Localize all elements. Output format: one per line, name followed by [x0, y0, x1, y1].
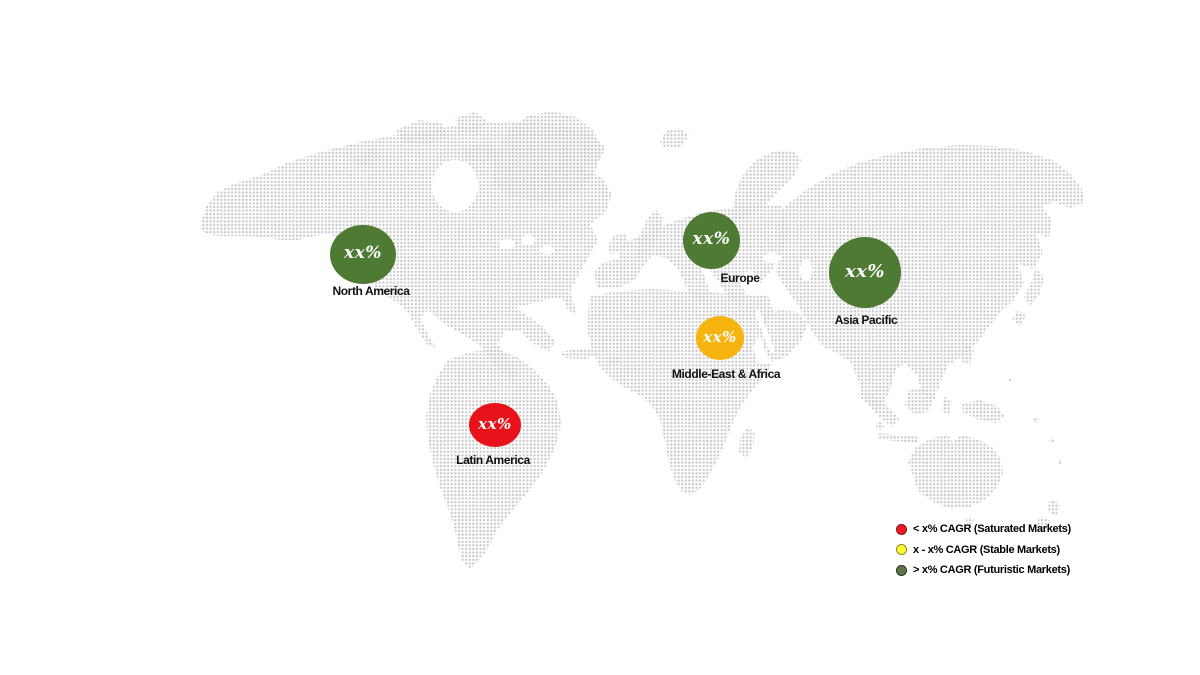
region-label-asia-pacific: Asia Pacific: [834, 313, 898, 327]
bubble-north-america: xx%: [330, 225, 396, 284]
legend-dot-saturated-icon: [896, 523, 907, 535]
landmass-australia: [908, 434, 1003, 509]
region-label-latin-america: Latin America: [456, 453, 530, 467]
legend: < x% CAGR (Saturated Markets) x - x% CAG…: [896, 521, 1071, 583]
landmass-caribbean: [560, 348, 622, 366]
landmass-pacific-island-1: [1033, 417, 1039, 423]
bubble-asia-pacific: xx%: [829, 237, 901, 308]
landmass-africa: [588, 289, 774, 495]
region-label-middle-east-africa: Middle-East & Africa: [671, 367, 781, 381]
landmass-new-zealand: [1035, 498, 1060, 533]
bubble-value-middle-east-africa: xx%: [703, 327, 737, 346]
legend-item-futuristic: > x% CAGR (Futuristic Markets): [896, 562, 1071, 578]
landmass-asia: [776, 145, 1084, 411]
legend-dot-futuristic-icon: [896, 564, 907, 576]
bubble-value-latin-america: xx%: [478, 414, 512, 433]
legend-dot-stable-icon: [896, 544, 907, 555]
landmass-arctic-islands: [352, 112, 499, 167]
landmass-south-america: [426, 349, 561, 569]
legend-label-futuristic: > x% CAGR (Futuristic Markets): [913, 564, 1070, 576]
landmasses: [200, 111, 1084, 569]
bubble-value-north-america: xx%: [344, 243, 382, 263]
bubble-latin-america: xx%: [469, 403, 521, 447]
legend-label-stable: x - x% CAGR (Stable Markets): [913, 543, 1060, 556]
landmass-iceland: [660, 128, 689, 149]
legend-item-saturated: < x% CAGR (Saturated Markets): [896, 521, 1071, 537]
legend-label-saturated: < x% CAGR (Saturated Markets): [913, 523, 1071, 535]
landmass-japan: [1012, 268, 1044, 326]
landmass-caribbean-island: [625, 369, 631, 375]
region-label-north-america: North America: [332, 284, 410, 298]
landmass-madagascar: [739, 428, 755, 458]
bubble-value-europe: xx%: [692, 229, 731, 249]
inland-water: [432, 160, 812, 354]
landmass-pacific-island-4: [1007, 377, 1013, 383]
landmass-greenland: [492, 111, 602, 202]
landmass-sri-lanka: [876, 422, 884, 430]
landmass-scandinavia: [732, 150, 801, 220]
landmass-indonesia: [857, 387, 1005, 443]
landmass-pacific-island-2: [1049, 437, 1055, 443]
legend-item-stable: x - x% CAGR (Stable Markets): [896, 542, 1071, 558]
landmass-pacific-island-3: [1057, 459, 1063, 465]
landmass-tasmania: [966, 517, 974, 525]
region-label-europe: Europe: [720, 271, 760, 285]
bubble-middle-east-africa: xx%: [696, 316, 744, 360]
bubble-europe: xx%: [683, 212, 740, 269]
landmass-philippines: [961, 342, 974, 366]
bubble-value-asia-pacific: xx%: [844, 260, 886, 282]
